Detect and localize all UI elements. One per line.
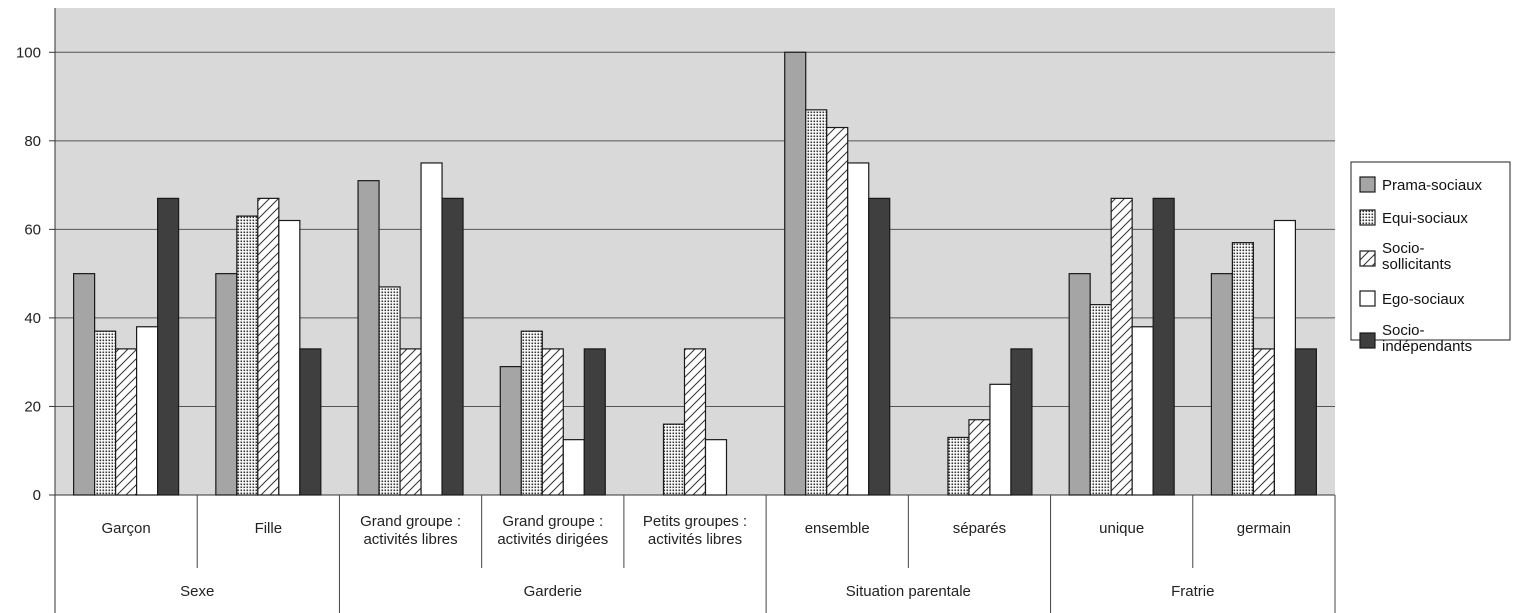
category-label: unique	[1099, 520, 1144, 537]
category-label: ensemble	[805, 520, 870, 537]
y-tick-label: 40	[24, 310, 41, 327]
y-tick-label: 80	[24, 133, 41, 150]
category-label: activités libres	[648, 531, 742, 548]
bar-hatch-4	[683, 348, 707, 496]
bar-gray-2	[357, 180, 380, 496]
bar-dots-4	[662, 423, 686, 496]
category-label: Petits groupes :	[643, 513, 747, 530]
bar-hatch-8	[1252, 348, 1275, 496]
group-label: Situation parentale	[846, 583, 971, 600]
bar-dark-6	[1010, 348, 1033, 496]
legend-swatch-white	[1359, 290, 1376, 307]
bar-dots-6	[947, 436, 970, 496]
legend-swatch-dots	[1359, 209, 1376, 226]
bar-white-5	[847, 162, 870, 496]
bar-dark-5	[868, 197, 891, 496]
bar-dots-1	[236, 215, 259, 496]
legend-label: Ego-sociaux	[1382, 291, 1465, 308]
bar-hatch-1	[257, 197, 280, 496]
bar-gray-1	[215, 273, 238, 496]
legend: Prama-sociaux Equi-sociaux Socio-sollicita…	[1350, 161, 1511, 355]
legend-swatch-gray	[1359, 176, 1376, 193]
bar-white-6	[989, 383, 1012, 496]
category-label: séparés	[953, 520, 1006, 537]
bar-hatch-5	[826, 126, 849, 496]
bar-dark-8	[1294, 348, 1317, 496]
bar-hatch-2	[399, 348, 422, 496]
y-tick-label: 100	[16, 44, 41, 61]
bar-hatch-7	[1110, 197, 1133, 496]
bar-hatch-3	[541, 348, 564, 496]
bar-gray-5	[784, 51, 807, 496]
bar-white-0	[136, 326, 159, 496]
bar-gray-7	[1068, 273, 1091, 496]
bar-dark-7	[1152, 197, 1175, 496]
category-label: Garçon	[102, 520, 151, 537]
legend-label: sollicitants	[1382, 256, 1451, 273]
bar-white-2	[420, 162, 443, 496]
bar-gray-0	[73, 273, 96, 496]
bar-dots-7	[1089, 304, 1112, 496]
bar-dark-3	[583, 348, 606, 496]
bar-dark-1	[299, 348, 322, 496]
bar-white-3	[562, 439, 585, 496]
bar-dots-5	[805, 109, 828, 496]
legend-label: Socio-	[1382, 322, 1425, 339]
legend-label: Equi-sociaux	[1382, 210, 1468, 227]
bar-gray-3	[499, 366, 522, 496]
category-label: Grand groupe :	[360, 513, 461, 530]
group-label: Sexe	[180, 583, 214, 600]
legend-label: Socio-	[1382, 240, 1425, 257]
legend-box	[1350, 161, 1511, 341]
group-label: Garderie	[524, 583, 582, 600]
group-label: Fratrie	[1171, 583, 1214, 600]
category-label: Grand groupe :	[502, 513, 603, 530]
category-label: germain	[1237, 520, 1291, 537]
bar-dots-2	[378, 286, 401, 496]
bar-white-4	[704, 439, 728, 496]
bar-white-1	[278, 219, 301, 496]
legend-label: Prama-sociaux	[1382, 177, 1483, 194]
bar-dots-3	[520, 330, 543, 496]
bar-dark-2	[441, 197, 464, 496]
bar-hatch-6	[968, 419, 991, 496]
legend-label: indépendants	[1382, 338, 1472, 355]
bar-white-7	[1131, 326, 1154, 496]
bar-dots-0	[94, 330, 117, 496]
category-label: activités dirigées	[497, 531, 608, 548]
category-label: Fille	[255, 520, 283, 537]
bar-gray-8	[1210, 273, 1233, 496]
category-label: activités libres	[363, 531, 457, 548]
bar-dark-0	[157, 197, 180, 496]
bar-hatch-0	[115, 348, 138, 496]
bar-white-8	[1273, 219, 1296, 496]
y-tick-label: 0	[33, 487, 41, 504]
y-tick-label: 20	[24, 398, 41, 415]
legend-swatch-hatch	[1359, 250, 1376, 267]
bar-dots-8	[1231, 242, 1254, 496]
y-tick-label: 60	[24, 221, 41, 238]
legend-swatch-dark	[1359, 332, 1376, 349]
